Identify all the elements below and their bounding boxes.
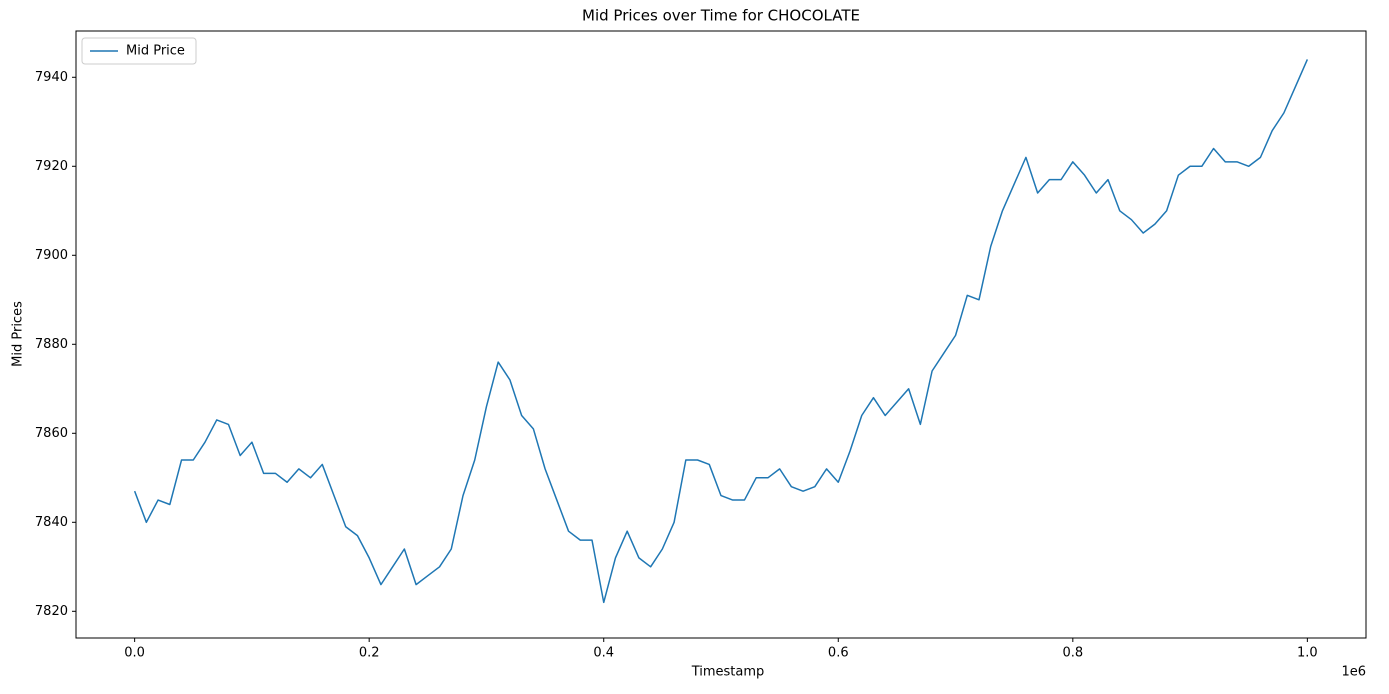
x-tick-label: 0.6 [828,646,849,661]
y-axis-label: Mid Prices [11,301,26,367]
line-series [133,59,1309,604]
y-tick-label: 7920 [35,159,68,174]
y-tick-label: 7860 [35,426,68,441]
y-tick-label: 7940 [35,70,68,85]
x-tick-label: 1.0 [1297,646,1318,661]
y-tick-label: 7900 [35,248,68,263]
x-tick-label: 0.8 [1062,646,1083,661]
y-tick-label: 7840 [35,515,68,530]
legend-box [81,37,197,65]
x-axis-label: Timestamp [691,665,765,680]
x-offset-label: 1e6 [1341,665,1366,680]
x-tick-label: 0.0 [124,646,145,661]
plot-frame [75,30,1367,639]
chart-title: Mid Prices over Time for CHOCOLATE [582,7,860,25]
y-tick-label: 7820 [35,604,68,619]
y-tick-label: 7880 [35,337,68,352]
x-tick-label: 0.4 [593,646,614,661]
legend-label: Mid Price [126,44,185,59]
x-tick-label: 0.2 [359,646,380,661]
